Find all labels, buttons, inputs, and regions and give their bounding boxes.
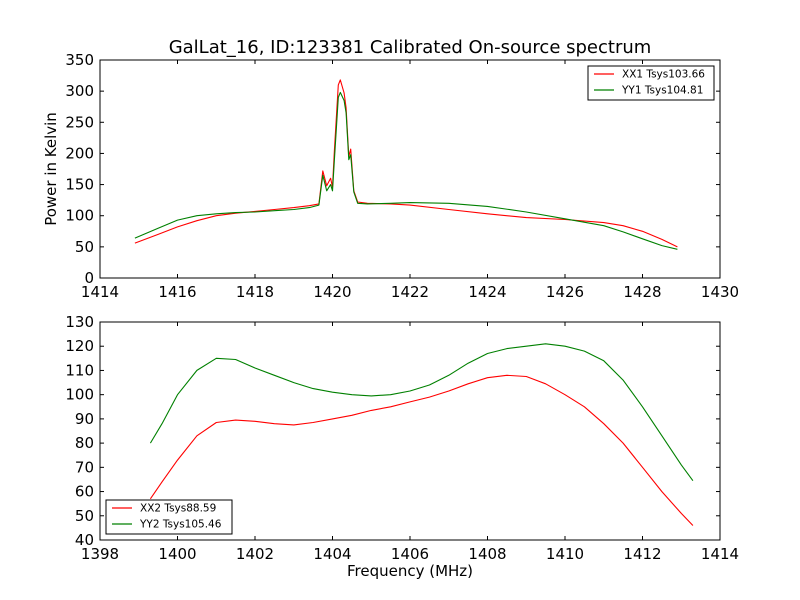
top-ylabel: Power in Kelvin (42, 112, 60, 226)
bottom-xtick-label-5: 1408 (468, 545, 506, 563)
bottom-ytick-label-8: 120 (65, 337, 94, 355)
bottom-legend-label-yy2: YY2 Tsys105.46 (139, 519, 222, 531)
top-panel: 1414 1416 1418 1420 1422 1424 1426 1428 1430 0 50 1… (42, 51, 739, 301)
top-series-line-1 (134, 91, 678, 250)
top-series-line-0 (134, 79, 678, 248)
bottom-ytick-label-3: 70 (75, 458, 94, 476)
bottom-ytick-label-6: 100 (65, 386, 94, 404)
top-ytick-label-3: 150 (65, 176, 94, 194)
top-xtick-label-6: 1426 (546, 283, 584, 301)
top-xtick-label-0: 1414 (81, 283, 119, 301)
top-ytick-label-5: 250 (65, 113, 94, 131)
top-xtick-label-3: 1420 (313, 283, 351, 301)
top-legend-box (587, 65, 715, 101)
bottom-legend-box (105, 499, 233, 535)
top-ytick-label-2: 100 (65, 207, 94, 225)
top-legend-label-yy1: YY1 Tsys104.81 (621, 85, 703, 97)
bottom-ytick-label-7: 110 (65, 361, 94, 379)
bottom-ytick-label-4: 80 (75, 434, 94, 452)
bottom-legend-label-xx2: XX2 Tsys88.59 (140, 503, 216, 515)
top-ytick-label-6: 300 (65, 82, 94, 100)
top-ytick-label-0: 0 (84, 269, 94, 287)
bottom-xtick-label-4: 1406 (391, 545, 429, 563)
top-xtick-label-5: 1424 (468, 283, 506, 301)
bottom-xtick-label-7: 1412 (623, 545, 661, 563)
bottom-xtick-label-0: 1398 (81, 545, 119, 563)
top-ytick-label-7: 350 (65, 51, 94, 69)
bottom-xtick-label-6: 1410 (546, 545, 584, 563)
bottom-xtick-label-1: 1400 (158, 545, 196, 563)
top-xtick-label-1: 1416 (158, 283, 196, 301)
top-legend-label-xx1: XX1 Tsys103.66 (622, 69, 705, 81)
bottom-ytick-label-2: 60 (75, 483, 94, 501)
bottom-ytick-label-9: 130 (65, 313, 94, 331)
bottom-series-line-0 (149, 374, 694, 526)
bottom-xtick-label-8: 1414 (701, 545, 739, 563)
bottom-xtick-label-2: 1402 (236, 545, 274, 563)
top-ticks: 1414 1416 1418 1420 1422 1424 1426 1428 1430 0 50 1… (65, 51, 739, 301)
top-legend: XX1 Tsys103.66 YY1 Tsys104.81 (587, 65, 715, 101)
top-xtick-label-7: 1428 (623, 283, 661, 301)
top-ytick-label-4: 200 (65, 144, 94, 162)
chart-title: GalLat_16, ID:123381 Calibrated On-sourc… (169, 37, 652, 58)
bottom-series-lines (149, 343, 694, 526)
top-ytick-label-1: 50 (75, 238, 94, 256)
top-series-lines (134, 79, 678, 250)
bottom-ytick-label-5: 90 (75, 410, 94, 428)
bottom-ytick-label-1: 50 (75, 507, 94, 525)
top-xtick-label-8: 1430 (701, 283, 739, 301)
bottom-ticks: 1398 1400 1402 1404 1406 1408 1410 1412 1414 40 50… (65, 313, 739, 563)
bottom-xtick-label-3: 1404 (313, 545, 351, 563)
bottom-xlabel: Frequency (MHz) (347, 562, 473, 580)
bottom-panel: 1398 1400 1402 1404 1406 1408 1410 1412 1414 40 50… (65, 313, 739, 580)
bottom-legend: XX2 Tsys88.59 YY2 Tsys105.46 (105, 499, 233, 535)
bottom-ytick-label-0: 40 (75, 531, 94, 549)
bottom-series-line-1 (149, 343, 694, 482)
top-xtick-label-4: 1422 (391, 283, 429, 301)
top-xtick-label-2: 1418 (236, 283, 274, 301)
